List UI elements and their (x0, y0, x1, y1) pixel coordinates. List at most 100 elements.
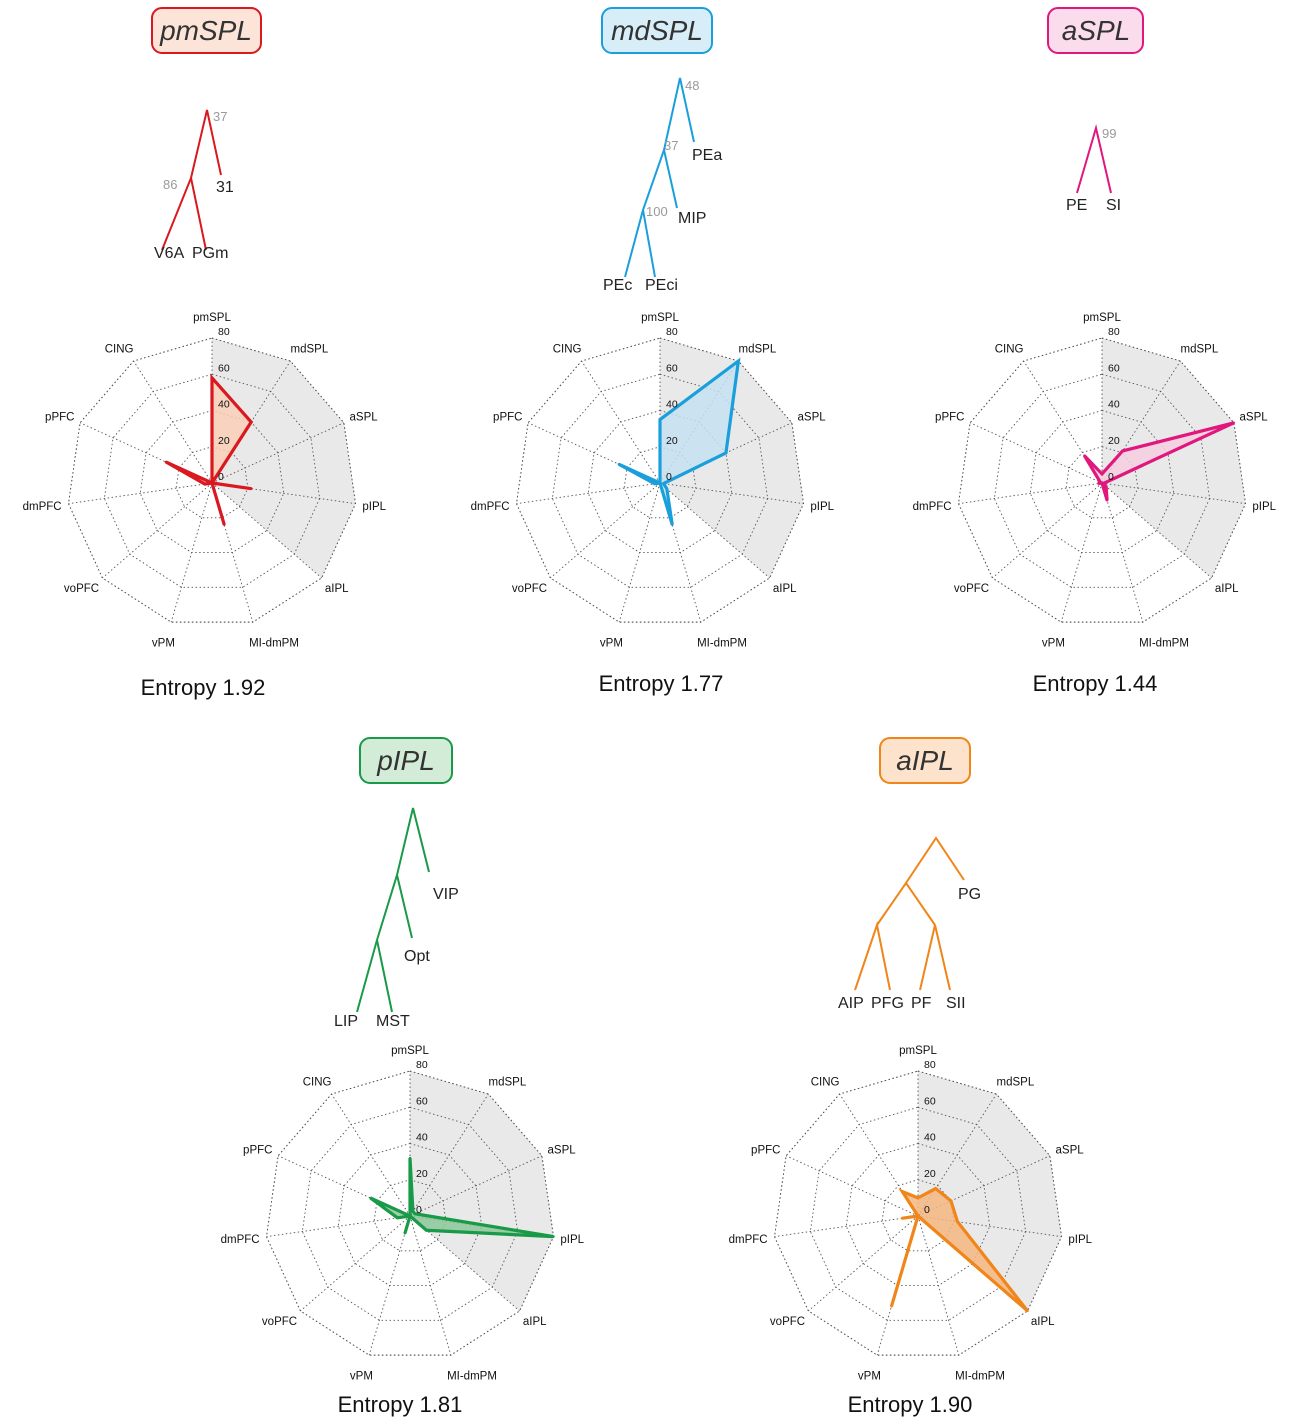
data-point-mdspl-mi-dmpm (671, 523, 674, 526)
panel-title-pmSPL: pmSPL (159, 15, 252, 46)
axis-label-pipl-aspl: aSPL (548, 1145, 577, 1157)
tree-leaf-aIPL-5: PG (958, 886, 981, 903)
axis-label-aipl-vopfc: voPFC (770, 1316, 805, 1328)
data-point-aspl-aipl (1104, 485, 1108, 488)
tick-label-pmspl-0: 0 (218, 471, 224, 483)
title-box-mdSPL (601, 7, 713, 54)
radar-chart-aSPL: 0 20 40 60 80 pmSPL mdSPL aSPL pIPL aIPL MI-dmPM vP… (913, 312, 1277, 650)
spoke-mdspl-cing (581, 360, 661, 484)
grid-ring-outer-mdspl (516, 337, 804, 623)
tree-leaf-mdSPL-3: MIP (678, 210, 706, 227)
axis-label-pmspl-aspl: aSPL (350, 412, 379, 424)
axis-label-pmspl-vopfc: voPFC (64, 583, 99, 595)
tick-label-aipl-0: 0 (924, 1204, 930, 1216)
axis-label-mdspl-aipl: aIPL (773, 583, 797, 595)
spoke-aspl-dmpfc (958, 482, 1103, 505)
tick-label-mdspl-60: 60 (666, 362, 678, 374)
axis-label-mdspl-pmspl: pmSPL (641, 312, 679, 324)
tick-label-mdspl-20: 20 (666, 435, 678, 447)
spoke-aspl-ppfc (969, 422, 1103, 484)
axis-label-pipl-pipl: pIPL (560, 1234, 584, 1246)
spoke-pipl-mi-dmpm (409, 1215, 452, 1356)
tick-label-aipl-80: 80 (924, 1059, 936, 1071)
reference-area-pmspl (212, 338, 356, 578)
spoke-pmspl-dmpfc (68, 482, 213, 505)
axis-label-aipl-mdspl: mdSPL (997, 1076, 1035, 1088)
title-box-pIPL (359, 737, 453, 784)
spoke-pipl-vpm (368, 1215, 411, 1356)
spoke-pmspl-aipl (211, 482, 322, 579)
axis-label-aipl-aspl: aSPL (1056, 1145, 1085, 1157)
tick-label-pipl-0: 0 (416, 1204, 422, 1216)
axis-label-pmspl-ppfc: pPFC (45, 412, 74, 424)
title-box-aIPL (879, 737, 971, 784)
spoke-aipl-vopfc (808, 1215, 919, 1312)
axis-label-mdspl-pipl: pIPL (810, 501, 834, 513)
radar-chart-pIPL: 0 20 40 60 80 pmSPL mdSPL aSPL pIPL aIPL MI-dmPM vP… (221, 1045, 585, 1383)
data-point-aipl-dmpfc (900, 1217, 904, 1220)
spoke-aspl-vopfc (992, 482, 1103, 579)
tick-label-pipl-60: 60 (416, 1095, 428, 1107)
data-point-aipl-aspl (949, 1199, 953, 1203)
tick-label-aspl-20: 20 (1108, 435, 1120, 447)
radar-chart-mdSPL: 0 20 40 60 80 pmSPL mdSPL aSPL pIPL aIPL MI-dmPM vP… (471, 312, 835, 650)
tree-leaf-mdSPL-2: PEci (645, 277, 678, 294)
spoke-aspl-mi-dmpm (1101, 482, 1144, 623)
tick-label-aipl-40: 40 (924, 1132, 936, 1144)
panel-title-aIPL: aIPL (896, 745, 954, 776)
tick-label-aipl-20: 20 (924, 1168, 936, 1180)
grid-ring-pmspl-40 (139, 410, 285, 554)
data-point-aspl-mdspl (1121, 449, 1124, 453)
data-point-pipl-mdspl (411, 1210, 415, 1213)
data-point-aipl-ppfc (916, 1214, 920, 1218)
grid-ring-pipl-60 (301, 1106, 519, 1321)
panel-title-mdSPL: mdSPL (611, 15, 703, 46)
axis-label-mdspl-dmpfc: dmPFC (471, 501, 510, 513)
radar-chart-aIPL: 0 20 40 60 80 pmSPL mdSPL aSPL pIPL aIPL MI-dmPM vP… (729, 1045, 1093, 1383)
tick-label-pipl-40: 40 (416, 1132, 428, 1144)
spoke-aipl-mi-dmpm (917, 1215, 960, 1356)
data-point-aipl-pmspl (916, 1196, 920, 1200)
panel-title-pIPL: pIPL (376, 745, 435, 776)
tick-label-mdspl-40: 40 (666, 399, 678, 411)
data-point-mdspl-ppfc (617, 462, 620, 466)
axis-label-mdspl-vpm: vPM (600, 638, 623, 650)
tick-label-pipl-20: 20 (416, 1168, 428, 1180)
grid-ring-aspl-40 (1029, 410, 1175, 554)
axis-label-pipl-aipl: aIPL (523, 1316, 547, 1328)
spoke-mdspl-aipl (659, 482, 770, 579)
spoke-aipl-ppfc (785, 1155, 919, 1217)
axis-label-aspl-aspl: aSPL (1240, 412, 1269, 424)
title-box-pmSPL (151, 7, 262, 54)
panel-aIPL: aIPL AIP PFG PF SII PG 0 20 40 60 80 pmSPL mdS… (729, 737, 1093, 1417)
series-polygon-aipl (889, 1186, 1029, 1313)
axis-label-pipl-cing: CING (303, 1076, 332, 1088)
tree-leaf-aIPL-2: PFG (871, 995, 904, 1012)
axis-label-aspl-pipl: pIPL (1252, 501, 1276, 513)
tick-label-pmspl-40: 40 (218, 399, 230, 411)
grid-ring-pipl-40 (337, 1143, 483, 1287)
axis-label-pipl-mi-dmpm: MI-dmPM (447, 1371, 497, 1383)
data-point-aspl-dmpfc (1097, 482, 1100, 485)
data-point-mdspl-aspl (724, 451, 728, 455)
spoke-pmspl-aspl (211, 422, 345, 484)
tree-support-mdSPL-node2: 100 (646, 204, 668, 219)
entropy-mdSPL: Entropy 1.77 (599, 671, 724, 696)
data-point-aspl-pipl (1102, 482, 1105, 485)
axis-label-pmspl-mi-dmpm: MI-dmPM (249, 638, 299, 650)
axis-label-mdspl-mi-dmpm: MI-dmPM (697, 638, 747, 650)
axis-label-aspl-mdspl: mdSPL (1181, 343, 1219, 355)
grid-ring-pmspl-20 (175, 446, 249, 519)
axis-label-aipl-ppfc: pPFC (751, 1145, 780, 1157)
data-point-mdspl-mdspl (737, 359, 740, 363)
grid-ring-aipl-40 (845, 1143, 991, 1287)
tree-leaf-aSPL-2: SI (1106, 197, 1121, 214)
grid-ring-outer-aipl (774, 1070, 1062, 1356)
tree-leaf-aIPL-3: PF (911, 995, 932, 1012)
data-point-mdspl-dmpfc (653, 482, 656, 485)
axis-label-aipl-cing: CING (811, 1076, 840, 1088)
tree-support-pmSPL-node: 86 (163, 177, 177, 192)
spoke-mdspl-vpm (618, 482, 661, 623)
data-point-aspl-cing (1083, 454, 1086, 457)
data-point-pmspl-pipl (250, 487, 253, 490)
